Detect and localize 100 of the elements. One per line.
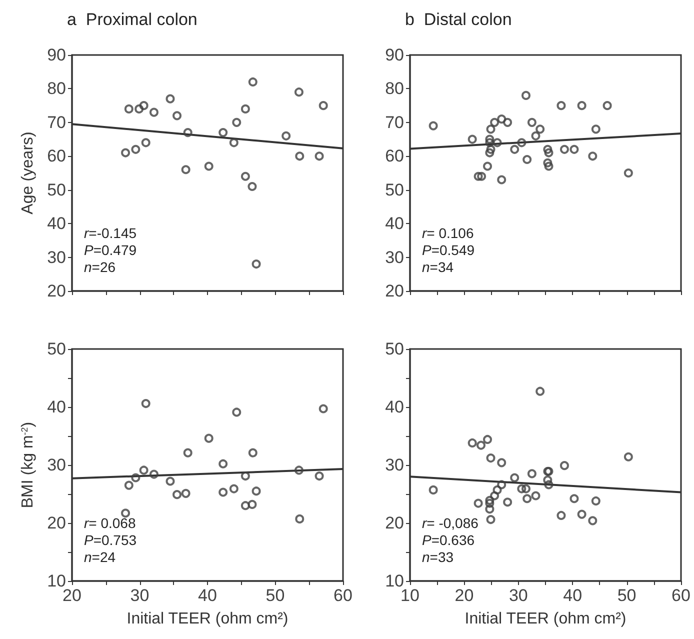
- point: [536, 386, 545, 396]
- y-tick-label: 20: [47, 282, 66, 300]
- annotation: r= -0,086: [422, 515, 479, 531]
- point: [490, 118, 500, 127]
- point: [486, 515, 496, 524]
- point: [172, 111, 182, 120]
- point: [428, 485, 438, 494]
- point: [314, 152, 324, 161]
- point: [181, 165, 190, 174]
- y-tick-label: 40: [385, 398, 404, 416]
- point: [497, 458, 506, 468]
- point: [124, 480, 134, 490]
- y-tick-label: 50: [47, 180, 66, 200]
- point: [139, 101, 148, 110]
- x-tick-label: 30: [130, 586, 150, 605]
- point: [556, 510, 566, 520]
- y-tick-label: 50: [385, 180, 404, 200]
- y-tick-label: 90: [47, 46, 66, 64]
- point: [121, 148, 130, 158]
- y-tick-label: 40: [47, 214, 66, 234]
- point: [543, 158, 552, 168]
- y-tick-label: 50: [47, 340, 66, 358]
- y-tick-label: 50: [385, 340, 404, 358]
- point: [517, 138, 526, 148]
- point: [544, 480, 554, 490]
- point: [543, 144, 552, 154]
- point: [591, 496, 600, 506]
- point: [483, 162, 492, 171]
- point: [141, 138, 150, 148]
- point: [121, 508, 130, 518]
- point: [204, 434, 214, 443]
- x-axis-title: Initial TEER (ohm cm²): [126, 610, 288, 628]
- point: [474, 498, 483, 508]
- point: [486, 124, 496, 134]
- y-tick-label: 30: [385, 248, 404, 267]
- point: [248, 182, 257, 191]
- y-tick-label: 20: [385, 282, 404, 300]
- y-tick-label: 70: [47, 112, 66, 132]
- point: [204, 162, 214, 171]
- point: [510, 473, 520, 482]
- point: [591, 124, 600, 134]
- y-tick-label: 30: [47, 456, 66, 474]
- annotation: P=0.549: [422, 242, 475, 258]
- point: [588, 516, 598, 526]
- annotation: P=0.479: [84, 242, 137, 258]
- chart-title: a Proximal colon: [67, 10, 198, 29]
- point: [229, 138, 238, 148]
- point: [477, 172, 486, 181]
- annotation: r= 0.068: [84, 515, 136, 531]
- point: [183, 128, 192, 138]
- y-tick-label: 60: [385, 146, 404, 166]
- annotation: P=0.753: [84, 532, 137, 548]
- point: [510, 144, 520, 154]
- y-tick-label: 70: [385, 112, 404, 132]
- point: [294, 88, 304, 97]
- point: [556, 101, 566, 110]
- point: [486, 454, 496, 463]
- point: [428, 121, 438, 130]
- point: [240, 501, 250, 510]
- point: [527, 118, 536, 127]
- point: [485, 134, 494, 144]
- point: [282, 131, 291, 140]
- point: [521, 484, 530, 494]
- point: [485, 498, 494, 508]
- y-tick-label: 20: [47, 514, 66, 532]
- point: [468, 134, 477, 144]
- annotation: n=26: [84, 259, 116, 275]
- point: [536, 124, 545, 134]
- point: [527, 469, 536, 478]
- point: [492, 138, 502, 148]
- x-tick-label: 60: [334, 586, 352, 605]
- point: [588, 152, 598, 161]
- x-tick-label: 30: [508, 586, 528, 605]
- point: [497, 175, 506, 184]
- point: [318, 101, 328, 110]
- point: [602, 101, 612, 110]
- point: [218, 459, 228, 468]
- point: [476, 440, 486, 450]
- point: [577, 510, 586, 519]
- point: [218, 488, 228, 497]
- point: [240, 104, 250, 114]
- point: [486, 144, 496, 154]
- annotation: n=24: [84, 549, 116, 565]
- point: [248, 448, 258, 458]
- annotation: r= 0.106: [422, 225, 474, 241]
- point: [492, 485, 502, 494]
- point: [124, 104, 134, 114]
- point: [183, 448, 192, 458]
- point: [531, 131, 540, 140]
- y-axis-title: BMI (kg m-2): [20, 422, 37, 508]
- point: [468, 438, 477, 448]
- point: [485, 138, 494, 148]
- y-tick-label: 40: [385, 214, 404, 234]
- point: [577, 101, 586, 110]
- point: [560, 144, 569, 154]
- point: [232, 408, 242, 417]
- point: [181, 488, 190, 498]
- y-tick-label: 80: [47, 79, 66, 98]
- point: [252, 486, 261, 496]
- point: [531, 491, 540, 500]
